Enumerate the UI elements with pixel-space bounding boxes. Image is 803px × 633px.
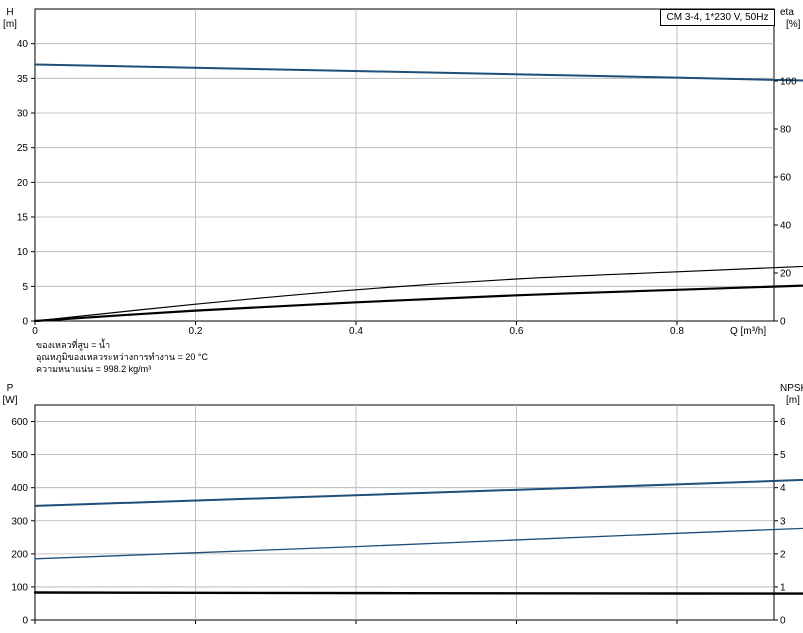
y-right-axis-title: eta (780, 7, 794, 18)
series-line-1-2 (34, 265, 803, 322)
y-right-tick-label: 1 (780, 582, 786, 593)
y-right-tick-label: 5 (780, 450, 786, 461)
y-left-tick-label: 15 (17, 213, 29, 224)
y-left-tick-label: 500 (11, 450, 28, 461)
series-line-1-3 (33, 284, 803, 323)
plot-frame-2 (34, 404, 775, 621)
y-right-axis-unit: [m] (786, 395, 800, 406)
series-line-2-3 (33, 591, 803, 595)
y-left-tick-label: 40 (17, 39, 29, 50)
x-tick-label: 0.8 (670, 326, 684, 337)
y-right-tick-label: 6 (780, 417, 786, 428)
note-pumped-liquid: ของเหลวที่สูบ = น้ำ (36, 340, 111, 350)
series-line-2-1 (34, 478, 803, 507)
y-left-tick-label: 20 (17, 178, 29, 189)
y-left-tick-label: 400 (11, 483, 28, 494)
y-left-tick-label: 10 (17, 247, 29, 258)
y-left-tick-label: 600 (11, 417, 28, 428)
x-tick-label: 0.6 (510, 326, 524, 337)
note-liquid-temperature: อุณหภูมิของเหลวระหว่างการทำงาน = 20 °C (36, 352, 208, 362)
y-left-tick-label: 100 (11, 582, 28, 593)
y-left-tick-label: 25 (17, 143, 29, 154)
y-right-axis-unit: [%] (786, 19, 801, 30)
y-left-axis-unit: [W] (3, 395, 18, 406)
x-axis-title: Q [m³/h] (730, 326, 766, 337)
y-right-tick-label: 80 (780, 125, 792, 136)
y-right-tick-label: 100 (780, 77, 797, 88)
y-left-tick-label: 200 (11, 549, 28, 560)
y-right-tick-label: 4 (780, 483, 786, 494)
note-density: ความหนาแน่น = 998.2 kg/m³ (36, 364, 152, 374)
x-tick-label: 0 (32, 326, 38, 337)
y-right-axis-title: NPSH (780, 383, 803, 394)
y-right-tick-label: 40 (780, 221, 792, 232)
y-left-tick-label: 0 (22, 616, 28, 627)
y-left-tick-label: 35 (17, 74, 29, 85)
chart-legend-box: CM 3-4, 1*230 V, 50Hz (660, 9, 775, 26)
series-line-1-1 (34, 63, 803, 82)
y-left-axis-title: H (6, 7, 13, 18)
y-left-tick-label: 0 (22, 317, 28, 328)
y-right-tick-label: 60 (780, 173, 792, 184)
y-right-tick-label: 0 (780, 616, 786, 627)
y-left-axis-unit: [m] (3, 19, 17, 30)
y-left-tick-label: 5 (22, 282, 28, 293)
series-line-2-2 (34, 527, 803, 560)
y-right-tick-label: 2 (780, 549, 786, 560)
y-right-tick-label: 3 (780, 516, 786, 527)
y-right-tick-label: 0 (780, 317, 786, 328)
x-tick-label: 0.4 (349, 326, 363, 337)
y-left-tick-label: 30 (17, 109, 29, 120)
y-left-axis-title: P (7, 383, 14, 394)
plot-frame-1 (34, 8, 775, 322)
x-tick-label: 0.2 (189, 326, 203, 337)
y-left-tick-label: 300 (11, 516, 28, 527)
y-right-tick-label: 20 (780, 269, 792, 280)
